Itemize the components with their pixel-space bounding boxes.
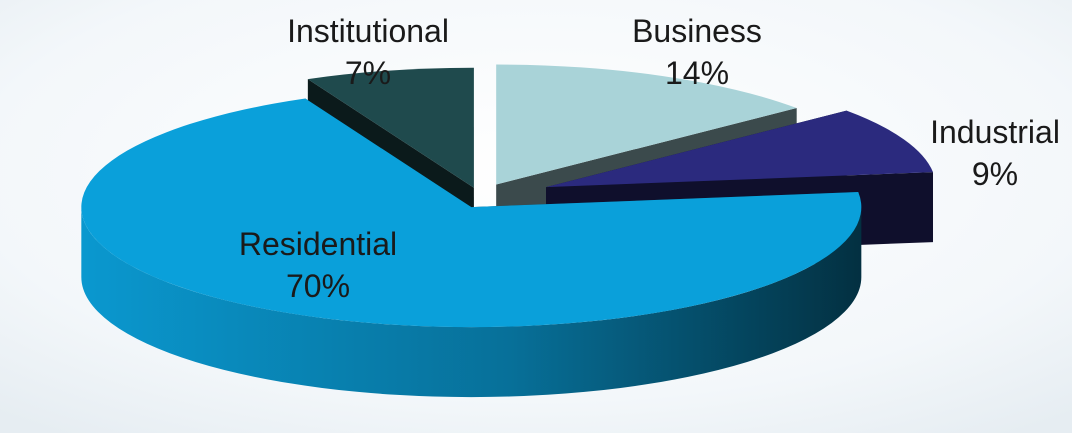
slice-top-face: [307, 67, 474, 188]
slice-top-face: [546, 110, 934, 188]
label-residential-value: 70%: [286, 268, 350, 304]
label-business-value: 14%: [665, 55, 729, 91]
label-institutional-name: Institutional: [287, 13, 449, 49]
label-industrial-value: 9%: [972, 156, 1018, 192]
slice-top-face: [496, 64, 797, 185]
label-residential-name: Residential: [239, 226, 397, 262]
labels-group: Business 14% Industrial 9% Residential 70% Ins…: [239, 13, 1060, 304]
slice-outer-wall: [81, 207, 862, 398]
label-business-name: Business: [632, 13, 762, 49]
slice-residential: [81, 98, 862, 398]
label-industrial-name: Industrial: [930, 114, 1060, 150]
slices-group: [81, 64, 934, 398]
label-institutional-value: 7%: [345, 55, 391, 91]
slice-top-face: [81, 98, 862, 328]
